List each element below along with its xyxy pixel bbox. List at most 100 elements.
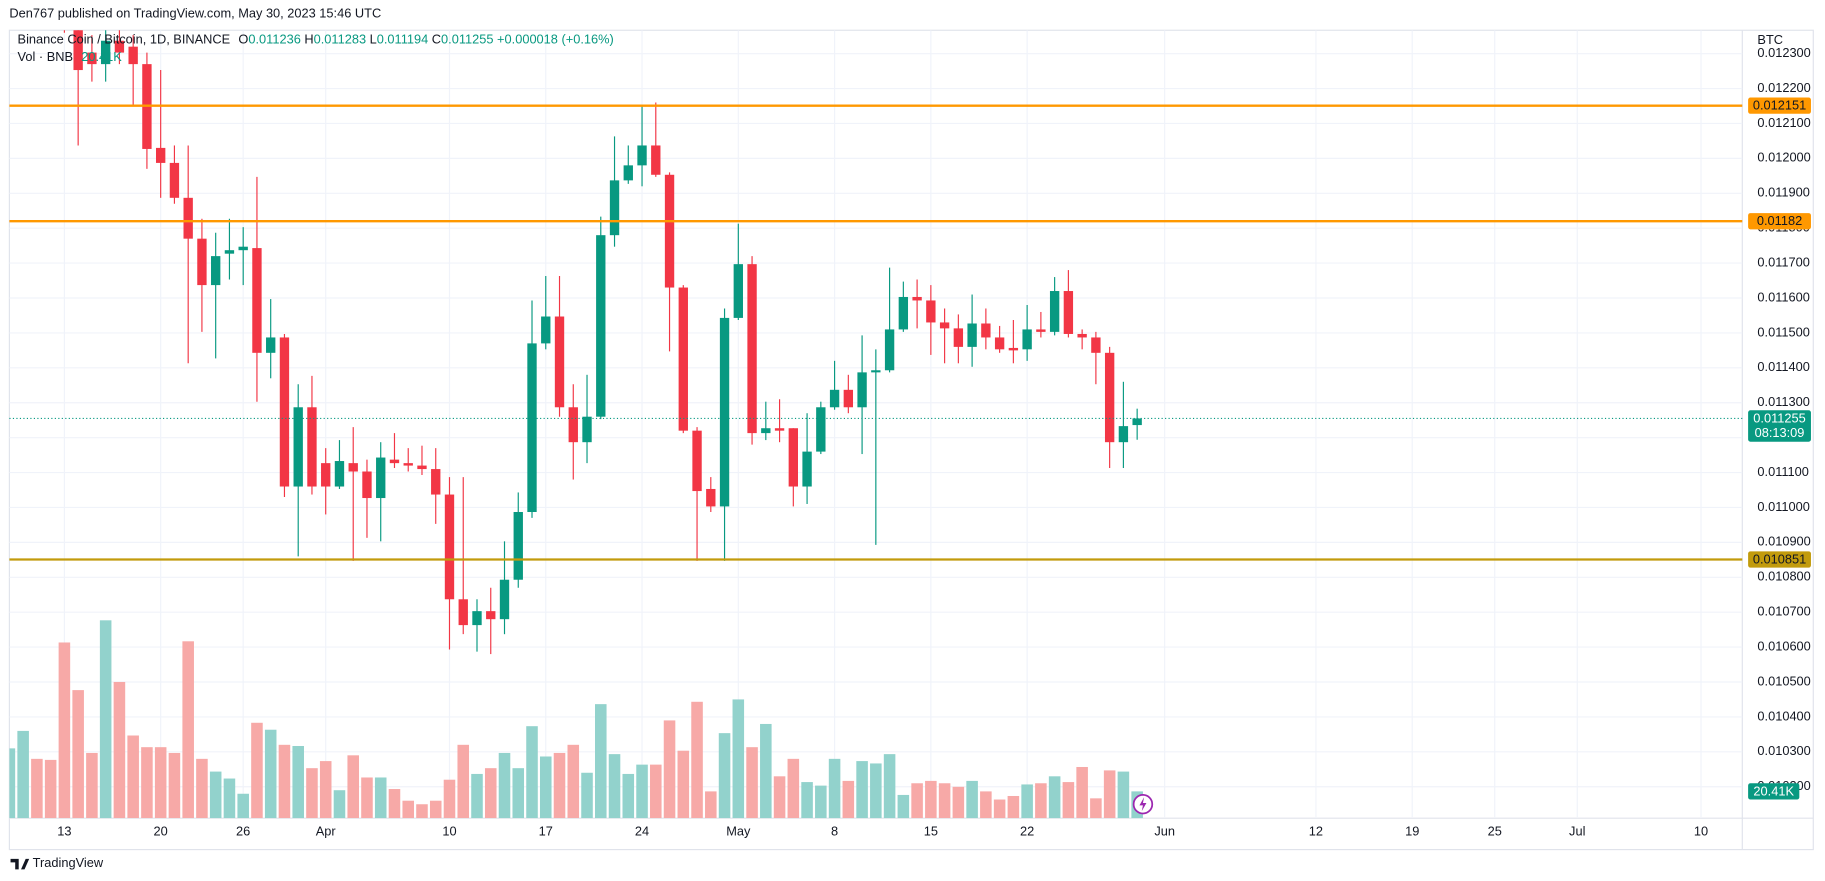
- volume-bar: [58, 642, 71, 819]
- volume-bar: [141, 747, 153, 819]
- candle-body: [953, 328, 964, 347]
- x-tick-label: Jul: [1569, 823, 1585, 838]
- volume-bar: [498, 752, 511, 819]
- candle-body: [596, 235, 606, 417]
- candle-body: [857, 372, 867, 408]
- candle-body: [73, 30, 83, 71]
- volume-bar: [402, 800, 415, 819]
- l-value: 0.011194: [377, 32, 428, 47]
- volume-bar: [9, 748, 16, 819]
- x-tick-label: 10: [442, 823, 456, 838]
- x-tick-label: 8: [831, 823, 838, 838]
- volume-bar: [127, 735, 139, 819]
- candle-body: [266, 337, 276, 353]
- candle-body: [321, 463, 331, 487]
- volume-bar: [773, 776, 786, 819]
- volume-bar: [539, 756, 552, 819]
- candle-body: [334, 461, 345, 487]
- candle-body: [747, 264, 757, 434]
- volume-bar: [938, 783, 951, 819]
- candle-body: [348, 463, 358, 472]
- volume-bar: [650, 764, 662, 819]
- candle-body: [197, 238, 207, 286]
- volume-bar: [718, 733, 731, 819]
- candle-body: [967, 323, 977, 347]
- candle-body: [829, 389, 840, 408]
- volume-bar: [196, 758, 208, 819]
- volume-bar: [319, 761, 332, 819]
- candle-body: [802, 451, 812, 487]
- x-tick-label: 25: [1488, 823, 1502, 838]
- candle-body: [307, 407, 317, 487]
- candle-body: [554, 316, 565, 408]
- candle-body: [1104, 352, 1115, 443]
- y-tick-label: 0.011600: [1757, 289, 1809, 304]
- y-tick-label: 0.010600: [1757, 638, 1810, 653]
- candle-body: [472, 611, 482, 626]
- candle-body: [1132, 418, 1142, 426]
- volume-bar: [1035, 783, 1047, 819]
- change: +0.000018 (+0.16%): [497, 32, 614, 47]
- volume-bar: [581, 772, 593, 819]
- candle-body: [692, 430, 702, 492]
- candle-body: [733, 264, 743, 318]
- candle-body: [898, 296, 909, 330]
- replay-icon: [1132, 794, 1154, 815]
- frame: [8, 29, 1814, 851]
- volume-bar: [705, 791, 717, 819]
- candle-body: [1049, 291, 1060, 332]
- l-letter: L: [370, 32, 377, 47]
- candle-body: [541, 316, 551, 344]
- volume-bar: [952, 786, 965, 819]
- volume-bar: [429, 800, 442, 819]
- volume-bar: [746, 747, 758, 819]
- volume-bar: [911, 783, 923, 819]
- volume-bar: [815, 785, 827, 819]
- volume-bar: [897, 794, 910, 819]
- candle-body: [582, 416, 592, 443]
- candle-body: [1077, 333, 1087, 338]
- candle-body: [568, 407, 578, 443]
- candle-body: [664, 174, 675, 288]
- volume-bar: [980, 791, 992, 819]
- volume-bar: [361, 777, 373, 819]
- candle-body: [637, 145, 647, 166]
- volume-axis-label: 20.41K: [1753, 783, 1794, 798]
- candle-body: [458, 599, 468, 626]
- volume-bar: [883, 754, 896, 819]
- x-tick-label: 19: [1405, 823, 1419, 838]
- level-label: 0.012151: [1753, 98, 1806, 113]
- candle-body: [403, 463, 413, 466]
- candle-body: [788, 428, 798, 487]
- x-tick-label: 26: [236, 823, 250, 838]
- volume-bar: [388, 789, 401, 819]
- candle-body: [1036, 329, 1046, 332]
- volume-bar: [1076, 766, 1088, 819]
- candle-body: [527, 343, 537, 513]
- candle-body: [1118, 426, 1129, 443]
- y-tick-label: 0.012300: [1757, 45, 1810, 60]
- candle-body: [417, 465, 427, 470]
- candle-body: [816, 407, 826, 452]
- x-tick-label: 10: [1694, 823, 1708, 838]
- x-tick-label: 15: [924, 823, 938, 838]
- volume-bar: [237, 793, 249, 819]
- y-tick-label: 0.011700: [1757, 254, 1809, 269]
- volume-bar: [1117, 771, 1130, 819]
- c-letter: C: [432, 32, 441, 47]
- volume-bar: [1007, 795, 1020, 819]
- candle-body: [994, 337, 1005, 350]
- volume-bar: [966, 780, 978, 819]
- volume-bar: [333, 790, 346, 819]
- volume-bar: [72, 690, 84, 819]
- volume-value: 20.41K: [81, 50, 122, 65]
- candle-body: [486, 611, 496, 620]
- candle-body: [609, 180, 620, 236]
- candle-body: [1063, 291, 1074, 334]
- candle-body: [1022, 329, 1032, 350]
- y-tick-label: 0.010800: [1757, 569, 1810, 584]
- candle-body: [843, 389, 854, 408]
- x-tick-label: Apr: [316, 823, 337, 838]
